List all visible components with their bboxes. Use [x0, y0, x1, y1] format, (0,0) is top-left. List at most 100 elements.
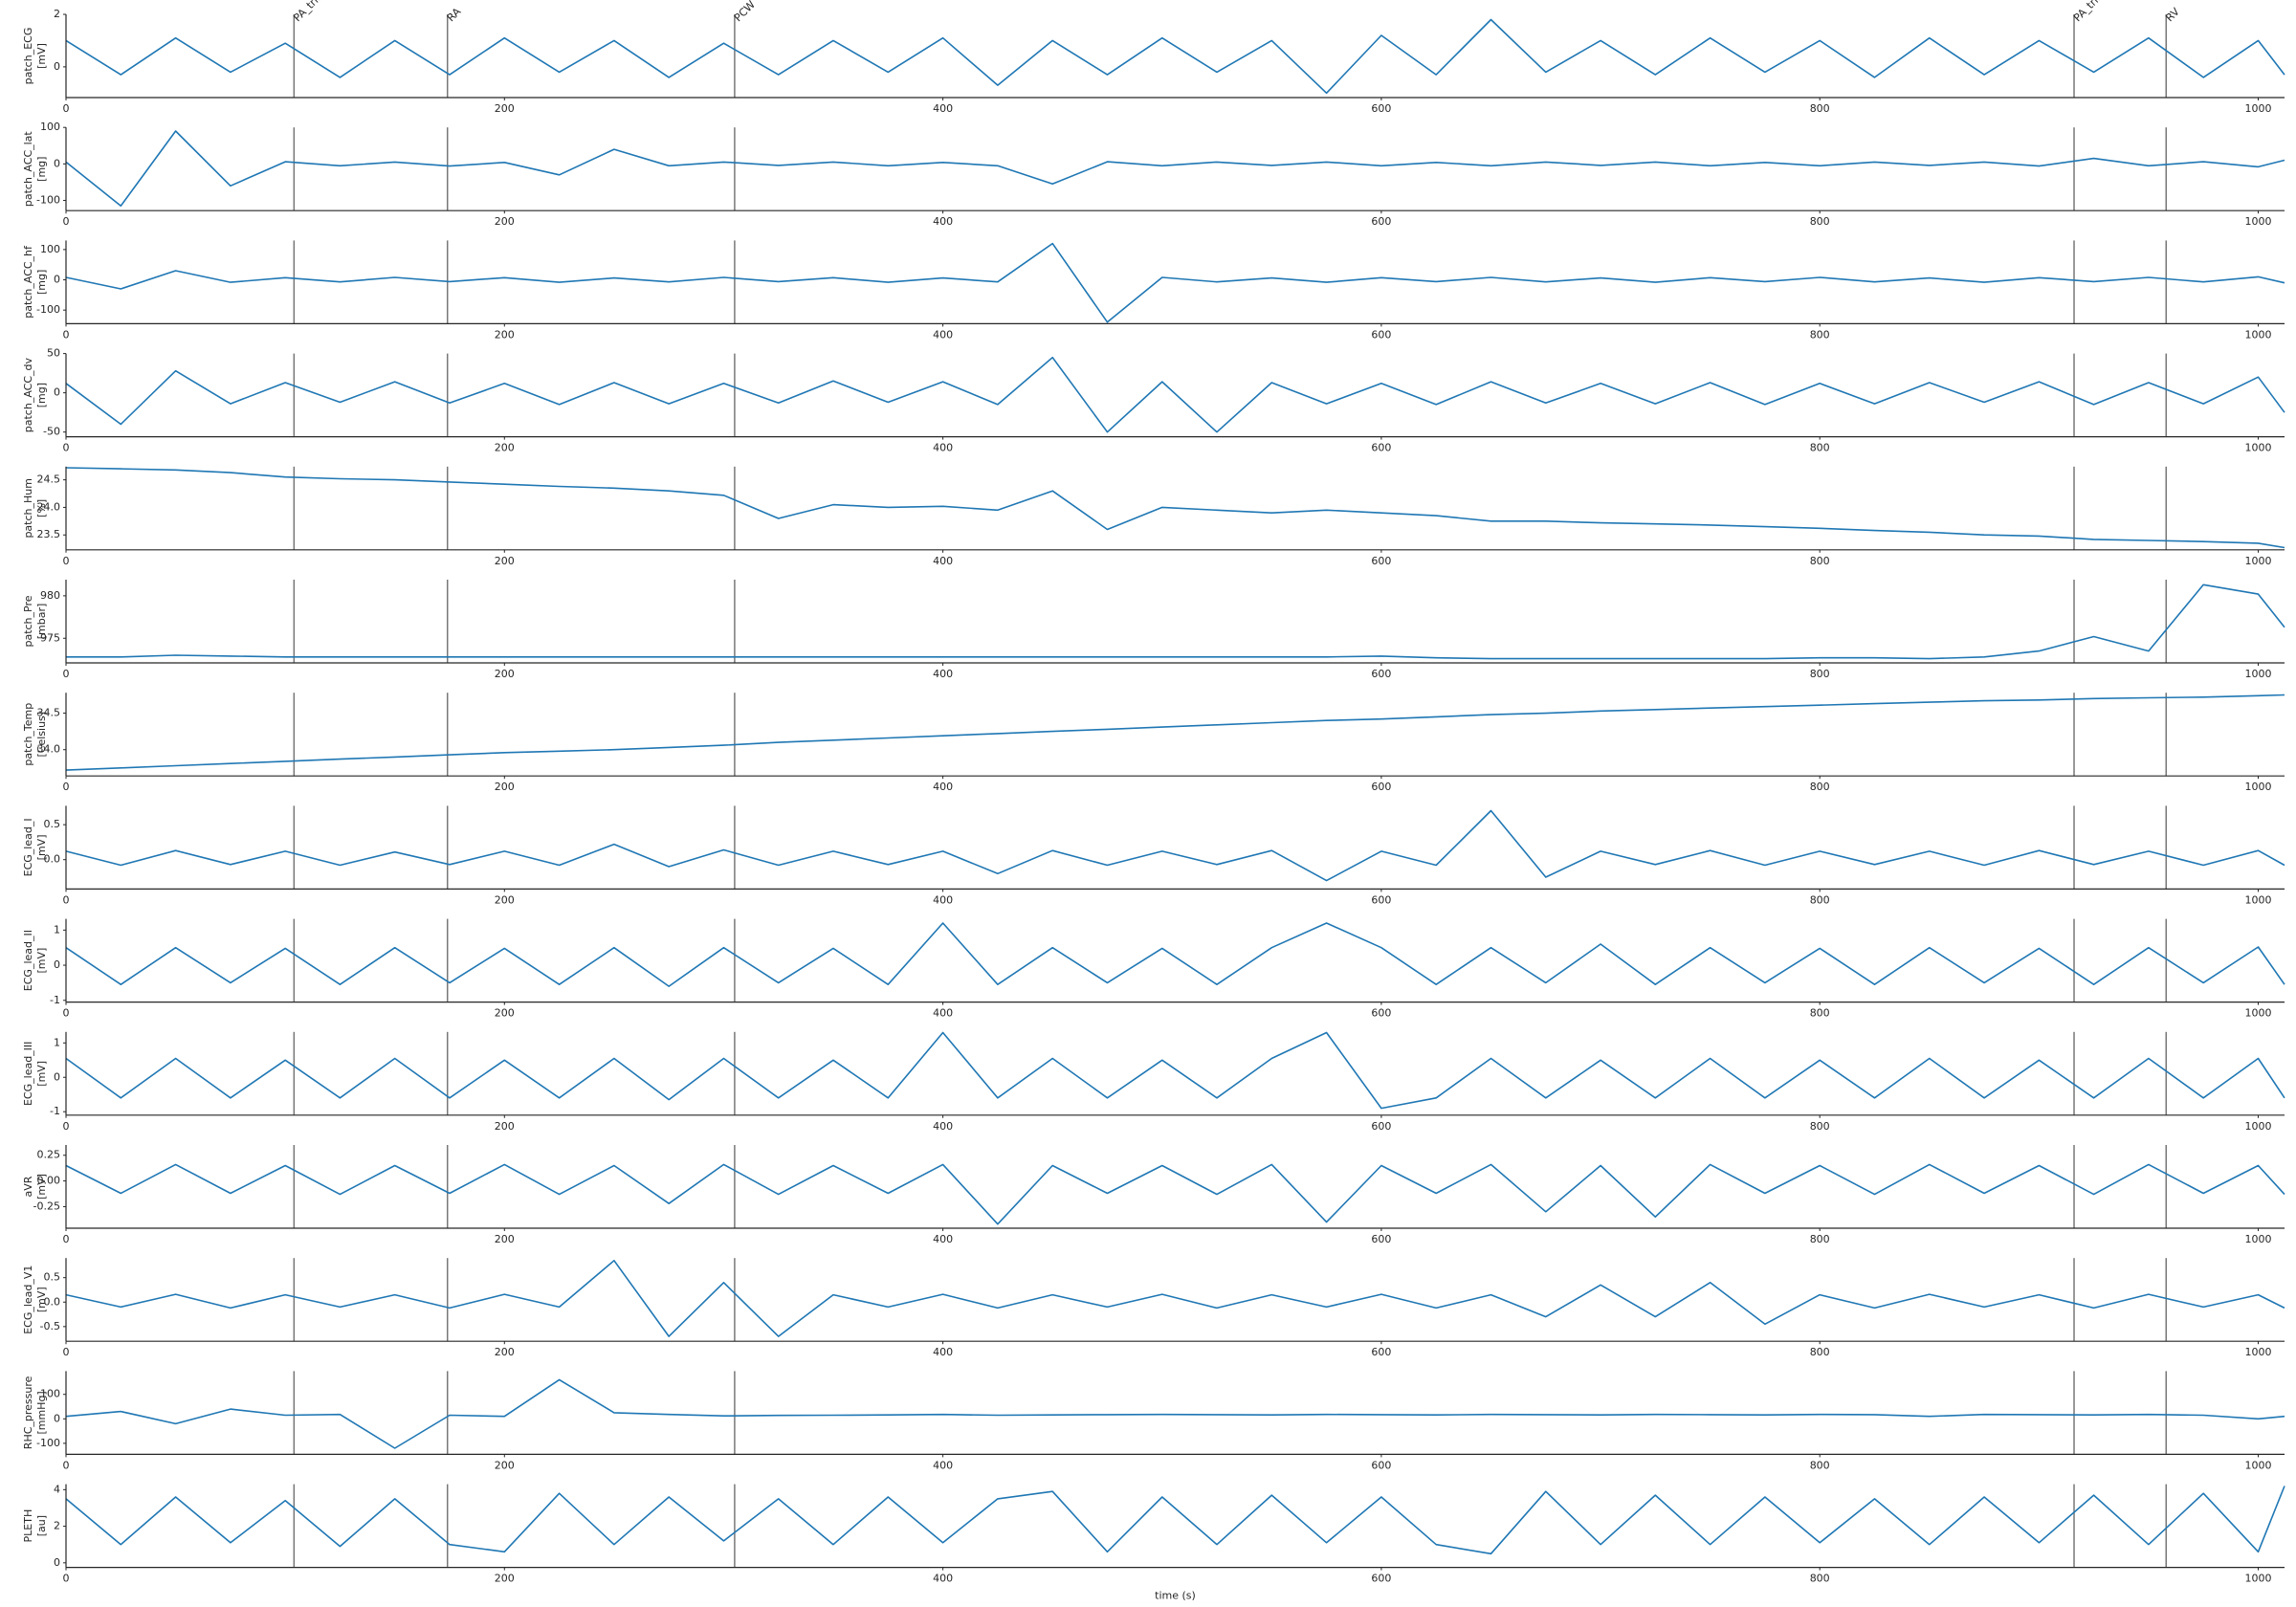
y-axis-label: ECG_lead_I: [22, 818, 34, 876]
y-axis-label: patch_ACC_dv: [22, 357, 34, 432]
x-tick-label: 800: [1810, 668, 1830, 680]
x-tick-label: 600: [1371, 442, 1391, 454]
y-axis-label: aVR: [22, 1176, 34, 1197]
x-tick-label: 600: [1371, 1233, 1391, 1245]
y-tick-label: 0: [54, 1412, 60, 1424]
x-tick-label: 800: [1810, 1346, 1830, 1358]
signal-line: [65, 18, 2285, 95]
y-tick-label: 50: [47, 347, 60, 360]
signal-line: [66, 583, 2285, 660]
signal-line: [65, 130, 2285, 207]
x-tick-label: 600: [1371, 1007, 1391, 1020]
x-tick-label: 0: [63, 555, 70, 567]
signal-line: [65, 467, 2285, 549]
x-tick-label: 600: [1371, 781, 1391, 793]
x-tick-label: 800: [1810, 1233, 1830, 1245]
x-tick-label: 1000: [2245, 893, 2272, 906]
y-tick-label: -1: [50, 1105, 60, 1117]
x-tick-label: 200: [495, 1007, 515, 1020]
y-axis-label: [mmHg]: [35, 1391, 48, 1434]
x-tick-label: 0: [63, 328, 70, 341]
x-tick-label: 200: [495, 328, 515, 341]
x-tick-label: 0: [63, 893, 70, 906]
x-tick-label: 0: [63, 1573, 70, 1585]
y-axis-label: [mV]: [35, 1061, 48, 1087]
y-tick-label: 100: [40, 121, 60, 133]
x-tick-label: 0: [63, 215, 70, 228]
y-axis-label: [mg]: [35, 383, 48, 407]
x-tick-label: 1000: [2245, 555, 2272, 567]
x-tick-label: 600: [1371, 328, 1391, 341]
x-tick-label: 800: [1810, 893, 1830, 906]
x-tick-label: 400: [933, 781, 953, 793]
y-axis-label: [mV]: [35, 834, 48, 860]
y-axis-label: ECG_lead_II: [22, 930, 34, 991]
x-tick-label: 1000: [2245, 215, 2272, 228]
y-tick-label: 0: [54, 1070, 60, 1083]
x-tick-label: 400: [933, 102, 953, 115]
y-axis-label: ECG_lead_III: [22, 1042, 34, 1106]
y-tick-label: 0.00: [37, 1175, 61, 1187]
event-label: PCW: [732, 0, 758, 24]
x-tick-label: 1000: [2245, 328, 2272, 341]
y-tick-label: 1: [54, 1036, 60, 1048]
event-label: PA_trial0: [291, 0, 332, 24]
y-tick-label: 0.5: [44, 1271, 61, 1284]
x-tick-label: 200: [495, 1459, 515, 1471]
y-tick-label: -100: [36, 194, 60, 207]
y-tick-label: 975: [40, 631, 60, 644]
y-axis-label: [mg]: [35, 157, 48, 182]
y-axis-label: [mV]: [35, 43, 48, 69]
y-axis-label: [Celsius]: [35, 712, 48, 758]
x-tick-label: 0: [63, 102, 70, 115]
y-tick-label: 34.5: [37, 707, 61, 719]
y-tick-label: 24.5: [37, 473, 61, 486]
x-tick-label: 200: [495, 555, 515, 567]
x-tick-label: 1000: [2245, 781, 2272, 793]
x-axis-label: time (s): [1155, 1590, 1196, 1602]
x-tick-label: 1000: [2245, 1459, 2272, 1471]
x-tick-label: 1000: [2245, 1573, 2272, 1585]
y-tick-label: 0: [54, 274, 60, 286]
x-tick-label: 400: [933, 1346, 953, 1358]
signal-line: [65, 356, 2285, 433]
x-tick-label: 800: [1810, 1120, 1830, 1133]
y-tick-label: 24.0: [37, 500, 61, 513]
x-tick-label: 0: [63, 1120, 70, 1133]
y-axis-label: patch_ACC_lat: [22, 131, 34, 208]
y-tick-label: -0.5: [40, 1320, 60, 1332]
x-tick-label: 400: [933, 1233, 953, 1245]
y-tick-label: 2: [54, 8, 60, 20]
x-tick-label: 200: [495, 1573, 515, 1585]
x-tick-label: 200: [495, 893, 515, 906]
y-tick-label: -1: [50, 994, 60, 1006]
y-axis-label: [mbar]: [35, 604, 48, 640]
x-tick-label: 200: [495, 781, 515, 793]
x-tick-label: 800: [1810, 215, 1830, 228]
x-tick-label: 600: [1371, 1573, 1391, 1585]
x-tick-label: 400: [933, 1007, 953, 1020]
x-tick-label: 200: [495, 1346, 515, 1358]
x-tick-label: 0: [63, 781, 70, 793]
x-tick-label: 1000: [2245, 442, 2272, 454]
x-tick-label: 600: [1371, 893, 1391, 906]
x-tick-label: 400: [933, 328, 953, 341]
y-tick-label: 0.5: [44, 818, 61, 830]
y-tick-label: 100: [40, 243, 60, 255]
x-tick-label: 800: [1810, 442, 1830, 454]
x-tick-label: 800: [1810, 781, 1830, 793]
y-tick-label: 0.0: [44, 853, 61, 866]
y-tick-label: 0: [54, 157, 60, 169]
y-tick-label: 34.0: [37, 743, 61, 756]
x-tick-label: 1000: [2245, 1346, 2272, 1358]
y-tick-label: 0.25: [37, 1149, 61, 1161]
y-tick-label: 0: [54, 1556, 60, 1569]
y-tick-label: 100: [40, 1388, 60, 1400]
x-tick-label: 200: [495, 215, 515, 228]
y-tick-label: 0.0: [44, 1295, 61, 1308]
y-tick-label: 1: [54, 923, 60, 936]
y-axis-label: patch_ECG: [22, 28, 34, 85]
signal-line: [65, 1031, 2285, 1110]
x-tick-label: 800: [1810, 1007, 1830, 1020]
x-tick-label: 400: [933, 893, 953, 906]
